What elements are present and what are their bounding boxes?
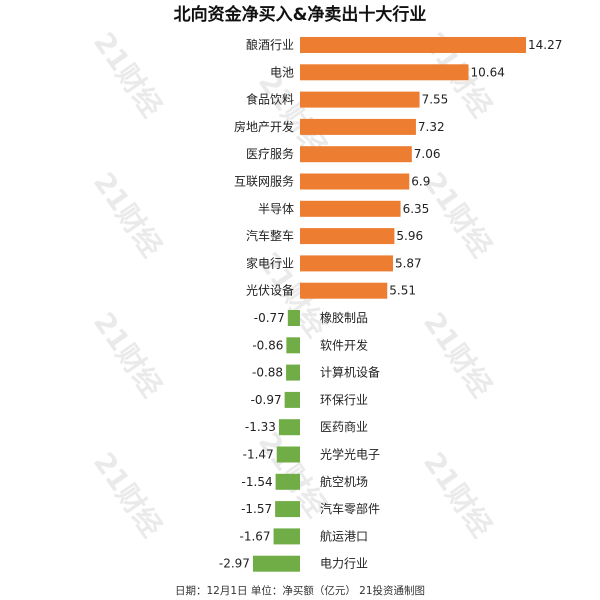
- bar-5: [300, 173, 410, 190]
- bar-14: [278, 419, 300, 436]
- value-label-2: 7.55: [422, 93, 449, 107]
- category-label-0: 酿酒行业: [246, 37, 294, 52]
- category-label-17: 汽车零部件: [320, 501, 380, 516]
- value-label-4: 7.06: [414, 147, 441, 161]
- watermark-9: 21财经: [417, 446, 499, 543]
- bars-layer: 酿酒行业 14.27 电池 10.64 食品饮料 7.55 房地产开发 7.32 医疗服务 7.0…: [219, 37, 562, 572]
- category-label-4: 医疗服务: [246, 146, 294, 161]
- value-label-10: -0.77: [254, 311, 285, 325]
- category-label-3: 房地产开发: [234, 119, 294, 134]
- category-label-18: 航运港口: [320, 528, 368, 543]
- category-label-11: 软件开发: [320, 337, 368, 352]
- value-label-19: -2.97: [219, 557, 250, 571]
- bar-10: [287, 310, 300, 326]
- category-label-6: 半导体: [258, 202, 294, 216]
- bar-9: [300, 282, 388, 299]
- value-label-15: -1.47: [243, 448, 274, 462]
- bar-8: [300, 255, 393, 272]
- bar-13: [284, 391, 300, 408]
- category-label-16: 航空机场: [320, 474, 368, 489]
- value-label-12: -0.88: [252, 366, 283, 380]
- category-label-10: 橡胶制品: [320, 310, 368, 325]
- value-label-17: -1.57: [241, 502, 272, 516]
- watermark-6: 21财经: [87, 306, 169, 403]
- bar-0: [300, 37, 526, 53]
- category-label-15: 光学光电子: [320, 447, 380, 462]
- category-label-7: 汽车整车: [246, 228, 294, 243]
- category-label-1: 电池: [270, 65, 294, 79]
- watermark-0: 21财经: [87, 26, 169, 123]
- category-label-9: 光伏设备: [246, 284, 294, 298]
- category-label-8: 家电行业: [246, 255, 294, 270]
- category-label-14: 医药商业: [320, 419, 368, 434]
- watermark-2: 21财经: [87, 166, 169, 263]
- bar-2: [300, 91, 420, 108]
- bar-4: [300, 146, 412, 163]
- value-label-13: -0.97: [251, 393, 282, 407]
- category-label-12: 计算机设备: [320, 365, 380, 380]
- category-label-19: 电力行业: [320, 557, 368, 571]
- value-label-16: -1.54: [242, 475, 273, 489]
- value-label-11: -0.86: [252, 338, 283, 352]
- bar-11: [286, 337, 300, 354]
- bar-15: [276, 446, 300, 463]
- bar-16: [275, 473, 300, 490]
- bar-7: [300, 228, 395, 245]
- watermark-7: 21财经: [417, 306, 499, 403]
- bar-6: [300, 200, 401, 217]
- category-label-13: 环保行业: [320, 393, 368, 407]
- value-label-3: 7.32: [418, 120, 445, 134]
- category-label-5: 互联网服务: [234, 174, 294, 189]
- value-label-0: 14.27: [528, 38, 562, 52]
- value-label-6: 6.35: [403, 202, 430, 216]
- value-label-9: 5.51: [389, 284, 416, 298]
- value-label-14: -1.33: [245, 420, 276, 434]
- watermark-8: 21财经: [87, 446, 169, 543]
- bar-12: [286, 364, 300, 381]
- chart-title: 北向资金净买入&净卖出十大行业: [174, 4, 427, 25]
- bar-17: [275, 501, 300, 518]
- bar-19: [252, 555, 300, 572]
- value-label-18: -1.67: [239, 529, 270, 543]
- value-label-8: 5.87: [395, 256, 422, 270]
- category-label-2: 食品饮料: [246, 92, 294, 107]
- chart-footer: 日期：12月1日 单位：净买额（亿元） 21投资通制图: [175, 584, 425, 597]
- bar-18: [273, 528, 300, 545]
- bar-3: [300, 118, 416, 135]
- value-label-1: 10.64: [471, 65, 505, 79]
- value-label-7: 5.96: [396, 229, 423, 243]
- bar-1: [300, 64, 469, 81]
- value-label-5: 6.9: [411, 175, 430, 189]
